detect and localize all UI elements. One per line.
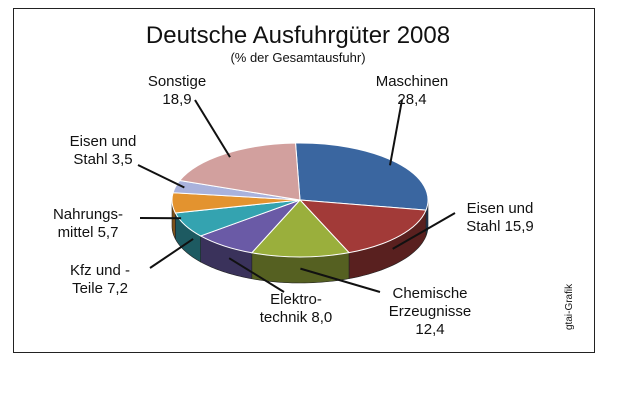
slice-label-3: Elektro-technik 8,0 xyxy=(260,291,333,326)
slice-label-0: Maschinen 28,4 xyxy=(376,73,449,108)
slice-label-line: Sonstige xyxy=(148,73,206,90)
slice-label-7: Sonstige 18,9 xyxy=(148,73,206,108)
leader-line-1 xyxy=(392,212,456,250)
slice-label-line: Eisen und xyxy=(467,200,534,217)
slice-label-5: Nahrungs-mittel 5,7 xyxy=(53,206,123,241)
slice-label-line: Eisen und xyxy=(70,133,137,150)
slice-label-2: Chemische Erzeugnisse 12,4 xyxy=(389,285,472,338)
slice-label-line: Kfz und - xyxy=(70,262,130,279)
leader-line-7 xyxy=(194,99,231,158)
pie-slice-2 xyxy=(250,199,351,258)
slice-label-line: 12,4 xyxy=(415,321,444,338)
slice-label-4: Kfz und -Teile 7,2 xyxy=(70,262,130,297)
slice-label-line: 28,4 xyxy=(397,91,426,108)
chart-subtitle: (% der Gesamtausfuhr) xyxy=(230,50,365,65)
slice-label-line: Nahrungs- xyxy=(53,206,123,223)
slice-label-line: technik 8,0 xyxy=(260,309,333,326)
chart-title: Deutsche Ausfuhrgüter 2008 xyxy=(146,22,450,49)
pie-slice-1 xyxy=(298,199,427,254)
leader-line-0 xyxy=(389,99,403,166)
leader-line-4 xyxy=(149,238,194,269)
slice-label-6: Eisen und Stahl 3,5 xyxy=(70,133,137,168)
slice-label-line: Chemische xyxy=(392,285,467,302)
slice-label-line: Erzeugnisse xyxy=(389,303,472,320)
slice-label-line: Stahl 3,5 xyxy=(73,151,132,168)
leader-line-6 xyxy=(137,164,185,189)
slice-label-line: Elektro- xyxy=(270,291,322,308)
slice-label-line: Teile 7,2 xyxy=(72,280,128,297)
leader-line-3 xyxy=(228,257,285,293)
slice-label-line: 18,9 xyxy=(162,91,191,108)
pie-slice-7 xyxy=(178,142,301,201)
credit-text: gtai-Grafik xyxy=(564,283,575,330)
slice-label-line: mittel 5,7 xyxy=(58,224,119,241)
slice-label-line: Maschinen xyxy=(376,73,449,90)
slice-label-1: Eisen und Stahl 15,9 xyxy=(466,200,534,235)
slice-label-line: Stahl 15,9 xyxy=(466,218,534,235)
leader-line-2 xyxy=(300,267,381,293)
pie-slice-0 xyxy=(294,142,429,211)
